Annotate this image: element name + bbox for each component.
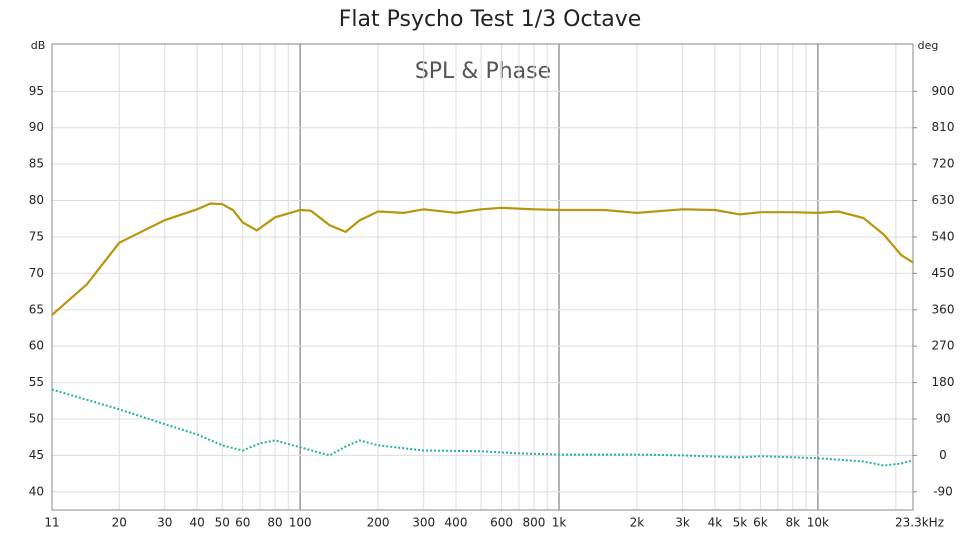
y2-tick-label: 540	[932, 229, 955, 243]
y2-tick-label: 720	[932, 157, 955, 171]
y-tick-label: 75	[29, 229, 44, 243]
series-line	[51, 388, 914, 467]
y2-tick-label: 810	[932, 120, 955, 134]
x-tick-label: 8k	[786, 516, 801, 530]
y2-tick-label: 0	[939, 448, 947, 462]
x-tick-label: 6k	[753, 516, 768, 530]
y-tick-label: 65	[29, 302, 44, 316]
y-axis-unit: dB	[31, 39, 46, 52]
x-tick-label: 300	[412, 516, 435, 530]
y2-tick-label: 900	[932, 84, 955, 98]
x-tick-label: 40	[190, 516, 205, 530]
plot-label: SPL & Phase	[415, 59, 551, 84]
x-tick-label: 3k	[675, 516, 690, 530]
x-tick-label: 400	[445, 516, 468, 530]
y-tick-label: 50	[29, 411, 44, 425]
y-tick-label: 85	[29, 157, 44, 171]
y-tick-label: 40	[29, 484, 44, 498]
x-tick-label: 2k	[630, 516, 645, 530]
y2-tick-label: 450	[932, 266, 955, 280]
y-tick-label: 70	[29, 266, 44, 280]
x-tick-label: 600	[490, 516, 513, 530]
y2-tick-label: 630	[932, 193, 955, 207]
y-tick-label: 60	[29, 339, 44, 353]
x-tick-label: 5k	[733, 516, 748, 530]
y2-tick-label: -90	[933, 484, 953, 498]
x-tick-label: 30	[157, 516, 172, 530]
x-tick-label: 1k	[552, 516, 567, 530]
y2-tick-label: 180	[932, 375, 955, 389]
y2-axis-unit: deg	[918, 39, 939, 52]
series-line	[51, 202, 914, 316]
x-tick-label: 10k	[807, 516, 829, 530]
x-tick-label: 4k	[708, 516, 723, 530]
x-tick-label: 200	[367, 516, 390, 530]
y-tick-label: 80	[29, 193, 44, 207]
y2-tick-label: 270	[932, 339, 955, 353]
x-tick-label: 11	[44, 516, 59, 530]
x-tick-label: 23.3kHz	[895, 516, 944, 530]
y-tick-label: 95	[29, 84, 44, 98]
chart-title: Flat Psycho Test 1/3 Octave	[339, 7, 642, 32]
y2-tick-label: 90	[935, 411, 950, 425]
y-tick-label: 90	[29, 120, 44, 134]
plot-border	[51, 43, 914, 511]
x-tick-label: 20	[112, 516, 127, 530]
y2-tick-label: 360	[932, 302, 955, 316]
x-tick-label: 60	[235, 516, 250, 530]
x-tick-label: 80	[267, 516, 282, 530]
y-tick-label: 45	[29, 448, 44, 462]
x-tick-label: 100	[289, 516, 312, 530]
x-tick-label: 50	[215, 516, 230, 530]
y-tick-label: 55	[29, 375, 44, 389]
x-tick-label: 800	[522, 516, 545, 530]
